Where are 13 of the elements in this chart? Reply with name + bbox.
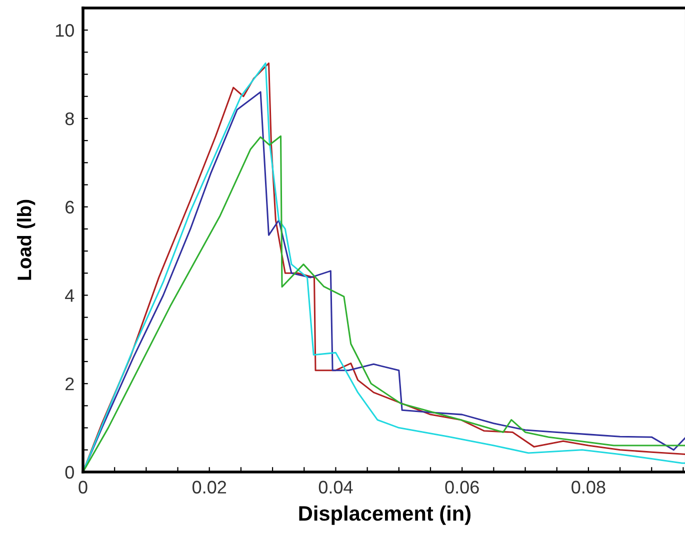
y-tick-label: 2 bbox=[66, 378, 74, 390]
y-axis-title: Load (lb) bbox=[17, 200, 36, 280]
x-tick-label: 0.08 bbox=[572, 480, 606, 494]
y-tick-label: 10 bbox=[56, 24, 74, 37]
x-tick-label: 0.02 bbox=[192, 480, 226, 494]
y-tick-label: 0 bbox=[65, 466, 74, 479]
y-tick-label: 8 bbox=[65, 112, 74, 126]
x-axis-title: Displacement (in) bbox=[299, 506, 470, 525]
x-tick-label: 0 bbox=[78, 480, 88, 494]
x-tick-label: 0.06 bbox=[445, 480, 479, 494]
x-tick-label: 0.04 bbox=[318, 480, 353, 494]
y-tick-label: 6 bbox=[66, 200, 74, 214]
y-tick-label: 4 bbox=[65, 289, 74, 302]
